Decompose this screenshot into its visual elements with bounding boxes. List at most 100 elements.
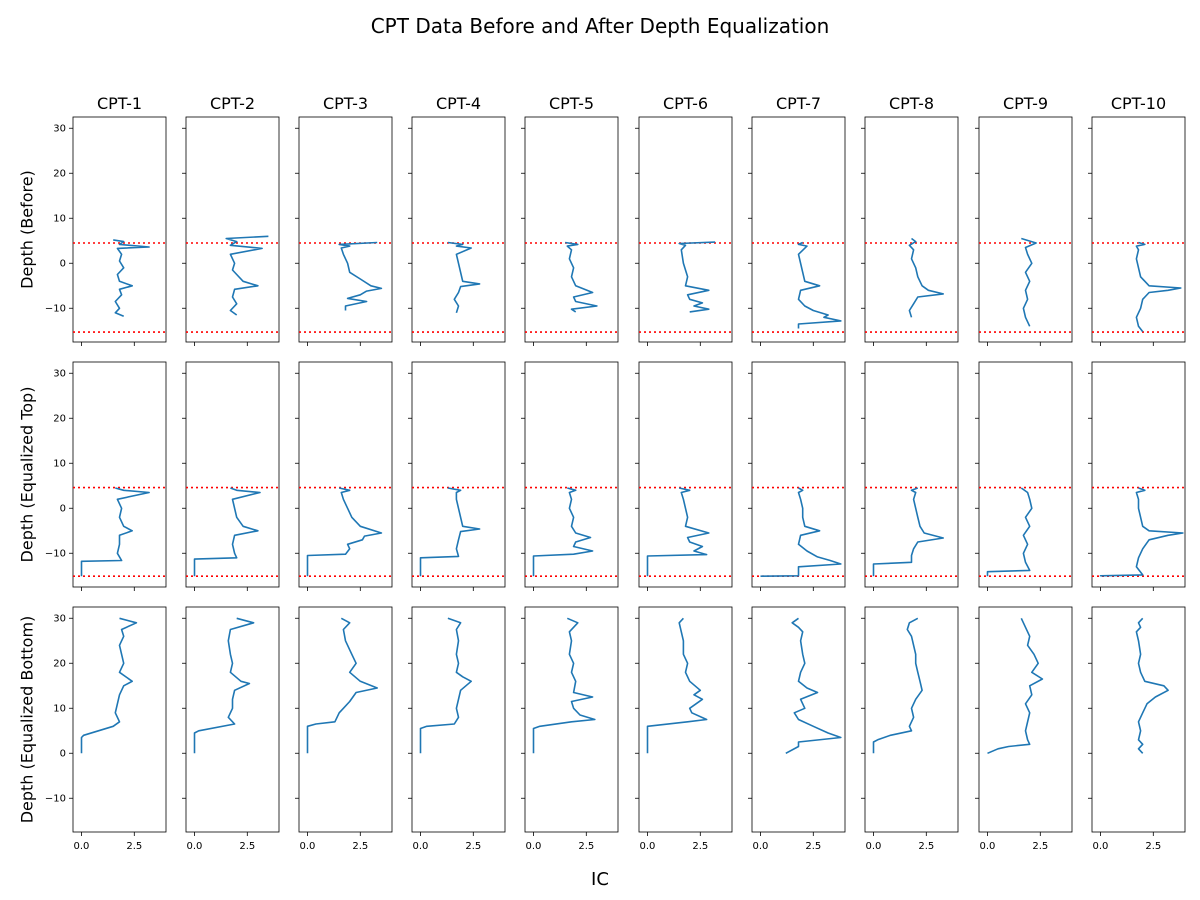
series-line-cpt-1 bbox=[80, 617, 138, 754]
axes-frame bbox=[751, 116, 846, 343]
series-line-cpt-8 bbox=[908, 237, 945, 318]
series-line-cpt-3 bbox=[306, 487, 383, 577]
axes-frame bbox=[1091, 116, 1186, 343]
subplot-2-4 bbox=[408, 361, 506, 591]
axes-frame bbox=[638, 116, 733, 343]
x-tick-label: 2.5 bbox=[465, 841, 481, 852]
figure-title: CPT Data Before and After Depth Equaliza… bbox=[370, 14, 830, 38]
axes-frame bbox=[298, 361, 393, 588]
axes-frame bbox=[185, 361, 280, 588]
subplot-3-6: 0.0 2.5 bbox=[635, 606, 733, 852]
axes-frame bbox=[638, 361, 733, 588]
axes-frame bbox=[72, 361, 167, 588]
axes-frame bbox=[978, 361, 1073, 588]
x-tick-label: 2.5 bbox=[126, 841, 142, 852]
subplot-3-7: 0.0 2.5 bbox=[748, 606, 846, 852]
subplot-1-2: CPT-2 bbox=[182, 94, 280, 346]
series-line-cpt-10 bbox=[1099, 487, 1184, 577]
row-label: Depth (Before) bbox=[18, 170, 37, 289]
column-title: CPT-7 bbox=[776, 94, 821, 113]
row-label: Depth (Equalized Top) bbox=[18, 387, 37, 563]
axes-frame bbox=[864, 116, 959, 343]
series-line-cpt-8 bbox=[872, 617, 923, 754]
y-tick-label: 30 bbox=[53, 123, 66, 134]
series-line-cpt-7 bbox=[760, 487, 842, 577]
axes-frame bbox=[524, 116, 619, 343]
axes-frame bbox=[72, 116, 167, 343]
y-tick-label: 20 bbox=[53, 413, 66, 424]
subplot-3-3: 0.0 2.5 bbox=[295, 606, 393, 852]
subplot-2-1: −10 0 10 20 30 bbox=[45, 361, 167, 591]
series-line-cpt-2 bbox=[225, 235, 269, 316]
subplot-1-5: CPT-5 bbox=[521, 94, 619, 346]
subplot-3-5: 0.0 2.5 bbox=[521, 606, 619, 852]
subplot-2-3 bbox=[295, 361, 393, 591]
x-tick-label: 0.0 bbox=[980, 841, 996, 852]
axes-frame bbox=[298, 116, 393, 343]
axes-frame bbox=[185, 116, 280, 343]
series-line-cpt-9 bbox=[987, 617, 1044, 755]
series-line-cpt-4 bbox=[419, 487, 481, 577]
axes-frame bbox=[864, 361, 959, 588]
subplot-1-6: CPT-6 bbox=[635, 94, 733, 346]
series-line-cpt-5 bbox=[532, 487, 594, 577]
subplot-3-4: 0.0 2.5 bbox=[408, 606, 506, 852]
x-tick-label: 0.0 bbox=[526, 841, 542, 852]
series-line-cpt-7 bbox=[797, 241, 842, 329]
column-title: CPT-9 bbox=[1003, 94, 1048, 113]
x-tick-label: 2.5 bbox=[1032, 841, 1048, 852]
y-tick-label: 10 bbox=[53, 458, 66, 469]
y-tick-label: −10 bbox=[45, 303, 66, 314]
series-line-cpt-3 bbox=[338, 241, 383, 311]
series-line-cpt-1 bbox=[113, 239, 150, 318]
axes-frame bbox=[864, 606, 959, 833]
axes-frame bbox=[751, 361, 846, 588]
y-tick-label: −10 bbox=[45, 793, 66, 804]
x-axis-label: IC bbox=[591, 869, 609, 890]
subplot-2-5 bbox=[521, 361, 619, 591]
axes-frame bbox=[638, 606, 733, 833]
subplot-3-1: −10 0 10 20 30 0.0 2.5 bbox=[45, 606, 167, 852]
y-tick-label: 30 bbox=[53, 613, 66, 624]
y-tick-label: 0 bbox=[60, 748, 66, 759]
subplot-2-9 bbox=[975, 361, 1073, 591]
column-title: CPT-3 bbox=[323, 94, 368, 113]
x-tick-label: 0.0 bbox=[753, 841, 769, 852]
subplot-1-10: CPT-10 bbox=[1088, 94, 1186, 346]
subplot-2-7 bbox=[748, 361, 846, 591]
subplot-3-10: 0.0 2.5 bbox=[1088, 606, 1186, 852]
subplot-3-8: 0.0 2.5 bbox=[861, 606, 959, 852]
column-title: CPT-2 bbox=[210, 94, 255, 113]
series-line-cpt-3 bbox=[306, 617, 379, 754]
subplot-2-6 bbox=[635, 361, 733, 591]
x-tick-label: 2.5 bbox=[578, 841, 594, 852]
y-tick-label: 30 bbox=[53, 368, 66, 379]
series-line-cpt-2 bbox=[193, 487, 261, 577]
x-tick-label: 2.5 bbox=[239, 841, 255, 852]
series-line-cpt-4 bbox=[419, 617, 473, 754]
x-tick-label: 2.5 bbox=[805, 841, 821, 852]
y-tick-label: 10 bbox=[53, 213, 66, 224]
axes-frame bbox=[524, 361, 619, 588]
subplot-3-2: 0.0 2.5 bbox=[182, 606, 280, 852]
series-line-cpt-7 bbox=[785, 617, 842, 755]
series-line-cpt-9 bbox=[986, 487, 1033, 577]
subplot-1-1: CPT-1 −10 0 10 20 30 bbox=[45, 94, 167, 346]
subplot-2-8 bbox=[861, 361, 959, 591]
y-tick-label: 10 bbox=[53, 703, 66, 714]
subplot-3-9: 0.0 2.5 bbox=[975, 606, 1073, 852]
axes-frame bbox=[298, 606, 393, 833]
subplot-2-10 bbox=[1088, 361, 1186, 591]
axes-frame bbox=[978, 606, 1073, 833]
series-line-cpt-8 bbox=[872, 487, 945, 577]
x-tick-label: 0.0 bbox=[187, 841, 203, 852]
series-line-cpt-1 bbox=[80, 487, 150, 577]
x-tick-label: 0.0 bbox=[640, 841, 656, 852]
y-tick-label: 20 bbox=[53, 658, 66, 669]
x-tick-label: 0.0 bbox=[413, 841, 429, 852]
series-line-cpt-4 bbox=[447, 241, 481, 314]
column-title: CPT-4 bbox=[436, 94, 481, 113]
axes-frame bbox=[978, 116, 1073, 343]
